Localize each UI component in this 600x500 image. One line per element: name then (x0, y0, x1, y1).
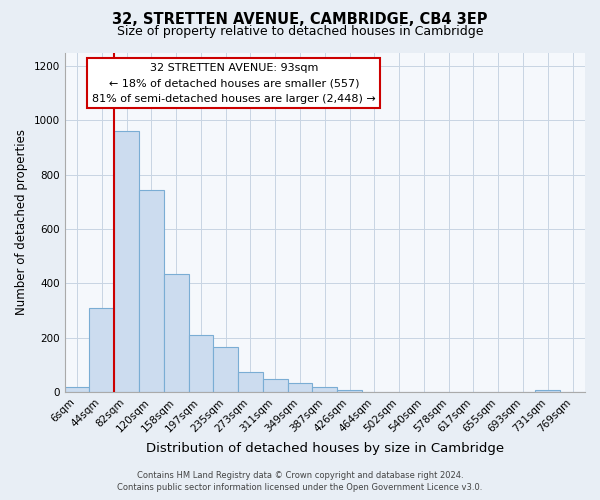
Bar (188, 335, 214, 392)
Text: 32, STRETTEN AVENUE, CAMBRIDGE, CB4 3EP: 32, STRETTEN AVENUE, CAMBRIDGE, CB4 3EP (112, 12, 488, 28)
Bar (337, 390, 362, 392)
Bar (114, 132, 139, 392)
Bar (313, 387, 337, 392)
Bar (139, 190, 164, 392)
Y-axis label: Number of detached properties: Number of detached properties (15, 129, 28, 315)
Text: 32 STRETTEN AVENUE: 93sqm
← 18% of detached houses are smaller (557)
81% of semi: 32 STRETTEN AVENUE: 93sqm ← 18% of detac… (92, 62, 376, 104)
Bar (65, 386, 89, 392)
Bar (164, 274, 188, 392)
Bar (214, 347, 238, 392)
Bar (263, 379, 287, 392)
Bar (535, 390, 560, 392)
Text: Size of property relative to detached houses in Cambridge: Size of property relative to detached ho… (117, 25, 483, 38)
X-axis label: Distribution of detached houses by size in Cambridge: Distribution of detached houses by size … (146, 442, 504, 455)
Bar (287, 383, 313, 392)
Bar (89, 308, 114, 392)
Text: Contains HM Land Registry data © Crown copyright and database right 2024.
Contai: Contains HM Land Registry data © Crown c… (118, 471, 482, 492)
Bar (238, 372, 263, 392)
